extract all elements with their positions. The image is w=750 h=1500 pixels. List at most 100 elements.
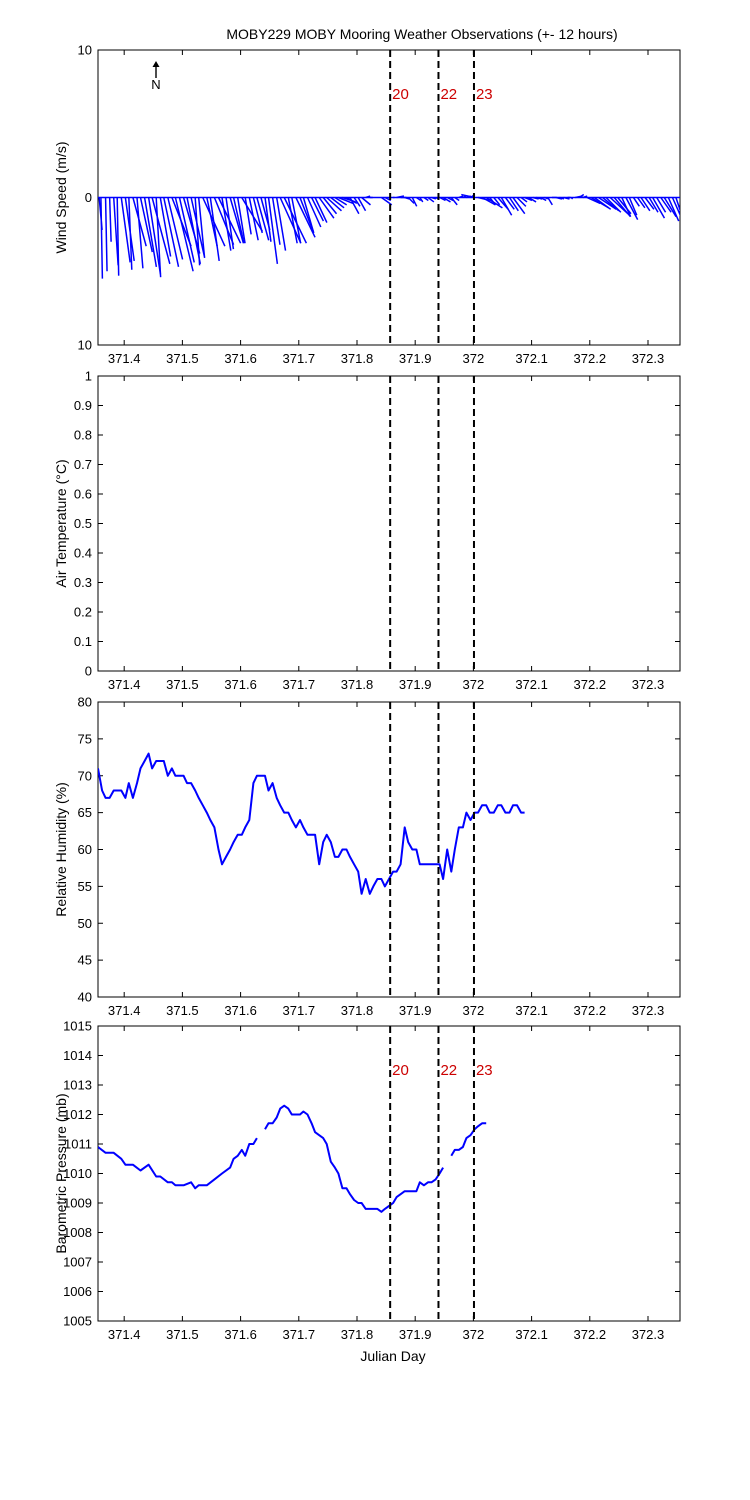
x-tick-label: 372.3 [632, 677, 665, 692]
wind-vector [287, 197, 298, 244]
plot-area [98, 752, 525, 895]
wind-vector [508, 197, 519, 212]
event-marker-label: 23 [476, 1062, 493, 1079]
wind-vector [431, 196, 437, 200]
wind-vector [644, 197, 655, 210]
x-tick-label: 371.5 [166, 1003, 199, 1018]
wind-vector [648, 197, 659, 213]
x-tick-label: 371.4 [108, 1003, 141, 1018]
wind-vector [256, 197, 270, 241]
wind-vector [462, 195, 467, 199]
wind-vector [524, 196, 533, 202]
x-tick-label: 371.5 [166, 351, 199, 366]
wind-vector [651, 197, 666, 219]
wind-vector [613, 197, 632, 218]
wind-vector [108, 197, 112, 242]
wind-vector [318, 197, 335, 219]
wind-vector [419, 197, 424, 203]
wind-vector [461, 193, 475, 199]
x-tick-label: 372.1 [515, 1327, 548, 1342]
wind-vector [229, 197, 245, 244]
wind-vector [439, 196, 446, 202]
wind-vector [446, 196, 454, 202]
panel-0: 371.4 371.5 371.6 371.7 371.8 371.9 372 372.1 37… [53, 43, 681, 366]
wind-vector [636, 197, 646, 209]
x-tick-label: 371.8 [341, 351, 374, 366]
wind-vector [143, 197, 158, 267]
wind-vector [605, 196, 622, 213]
wind-vector [442, 196, 451, 203]
x-tick-label: 372.3 [632, 351, 665, 366]
y-tick-label: 50 [78, 916, 92, 931]
wind-vector [628, 197, 638, 216]
x-tick-label: 372 [463, 677, 485, 692]
x-tick-label: 371.7 [283, 1327, 316, 1342]
wind-vector [353, 197, 361, 207]
y-tick-label: 0 [85, 664, 92, 679]
wind-vector [194, 197, 201, 266]
y-tick-label: 40 [78, 990, 92, 1005]
wind-vector [151, 197, 171, 265]
x-tick-label: 371.9 [399, 1003, 432, 1018]
y-tick-label: 65 [78, 805, 92, 820]
x-tick-label: 372.2 [574, 351, 607, 366]
event-marker-label: 20 [392, 86, 409, 103]
wind-vector [528, 196, 537, 203]
x-tick-label: 371.7 [283, 351, 316, 366]
x-tick-label: 371.4 [108, 1327, 141, 1342]
wind-vector [104, 197, 108, 272]
x-tick-label: 372.2 [574, 1003, 607, 1018]
wind-vector [306, 197, 322, 228]
wind-vector [598, 196, 617, 210]
y-tick-label: 60 [78, 842, 92, 857]
y-tick-label: 1006 [63, 1284, 92, 1299]
y-tick-label: 0.2 [74, 605, 92, 620]
y-axis-title: Barometric Pressure (mb) [53, 1093, 69, 1253]
wind-vector [547, 197, 553, 206]
wind-vector [621, 197, 632, 217]
wind-vector [232, 197, 245, 244]
x-tick-label: 372.3 [632, 1327, 665, 1342]
event-marker-label: 20 [392, 1062, 409, 1079]
series-line [98, 1137, 258, 1190]
x-tick-label: 372.1 [515, 1003, 548, 1018]
y-tick-label: 1009 [63, 1196, 92, 1211]
wind-vector [147, 197, 162, 275]
panel-2: 371.4 371.5 371.6 371.7 371.8 371.9 372 372.1 37… [53, 695, 681, 1018]
y-tick-label: 0.1 [74, 634, 92, 649]
y-tick-label: 75 [78, 731, 92, 746]
event-marker-label: 23 [476, 86, 493, 103]
x-tick-label: 371.7 [283, 677, 316, 692]
y-tick-label: 1015 [63, 1019, 92, 1034]
plot-area [98, 1104, 487, 1213]
y-tick-label: 45 [78, 953, 92, 968]
y-tick-label: 0.9 [74, 398, 92, 413]
wind-vector [291, 197, 302, 244]
x-tick-label: 371.9 [399, 677, 432, 692]
wind-vector [504, 197, 515, 210]
wind-vector [155, 197, 162, 278]
y-tick-label: 0.7 [74, 457, 92, 472]
wind-vector [159, 197, 172, 257]
series-line [264, 1104, 444, 1213]
wind-vector [267, 197, 279, 264]
y-tick-label: 1 [85, 369, 92, 384]
x-tick-label: 371.4 [108, 351, 141, 366]
plot-frame [97, 701, 681, 998]
wind-vector [197, 197, 206, 259]
y-tick-label: 0.5 [74, 516, 92, 531]
wind-vector [365, 195, 371, 199]
plot-frame [97, 375, 681, 672]
x-tick-label: 371.9 [399, 1327, 432, 1342]
y-tick-label: 1014 [63, 1048, 92, 1063]
wind-vector [570, 196, 574, 200]
wind-vector [174, 197, 194, 272]
wind-vector [493, 197, 501, 206]
wind-vector [322, 197, 338, 215]
wind-vector [458, 195, 464, 199]
wind-vector [139, 197, 154, 253]
chart-title: MOBY229 MOBY Mooring Weather Observation… [226, 26, 617, 42]
wind-vector [578, 193, 585, 199]
y-tick-label: 1005 [63, 1314, 92, 1329]
